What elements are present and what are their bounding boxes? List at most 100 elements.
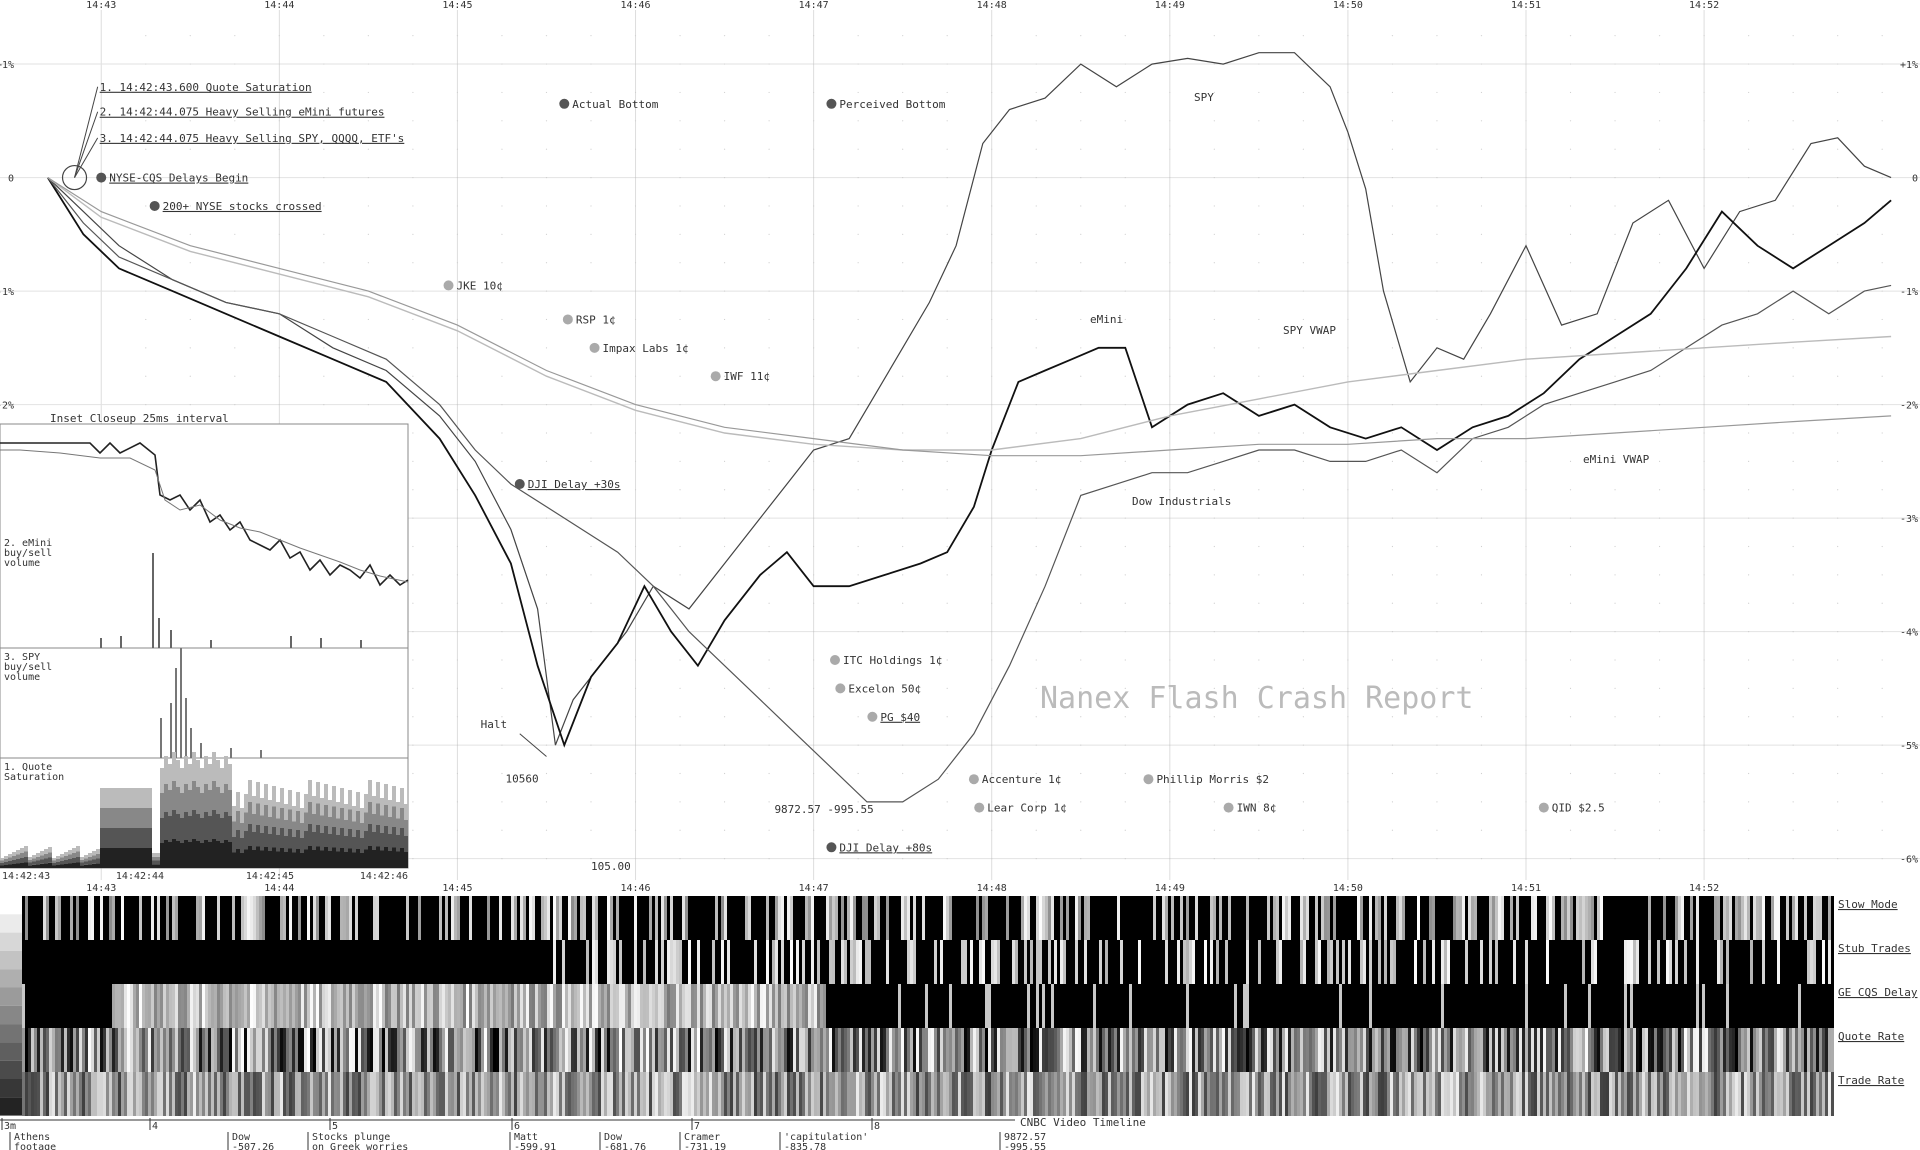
heatmap-cell — [466, 1072, 469, 1116]
inset-saturation-bar — [60, 857, 64, 861]
heatmap-cell — [1750, 1028, 1753, 1072]
grid-dot — [902, 63, 904, 65]
inset-saturation-bar — [284, 852, 288, 868]
heatmap-cell — [1528, 1028, 1531, 1072]
heatmap-cell — [397, 984, 400, 1028]
heatmap-cell — [232, 1072, 235, 1116]
inset-saturation-bar — [364, 812, 368, 831]
heatmap-cell — [1732, 1072, 1735, 1116]
heatmap-cell — [778, 1028, 781, 1072]
heatmap-cell — [1225, 1072, 1228, 1116]
heatmap-cell — [1723, 896, 1726, 940]
grid-dot — [1436, 772, 1438, 775]
inset-saturation-bar — [72, 858, 76, 863]
heatmap-cell — [91, 896, 94, 940]
grid-dot — [1436, 489, 1438, 491]
grid-dot — [1837, 347, 1839, 349]
grid-dot — [1213, 829, 1215, 831]
heatmap-cell — [544, 896, 547, 940]
grid-dot — [1347, 545, 1349, 548]
grid-dot — [1258, 602, 1260, 604]
heatmap-cell — [193, 1072, 196, 1116]
grid-dot — [1614, 63, 1616, 65]
heatmap-cell — [229, 1072, 232, 1116]
grid-dot — [1748, 91, 1750, 94]
heatmap-cell — [820, 984, 823, 1028]
heatmap-cell — [1801, 1028, 1804, 1072]
inset-saturation-bar — [16, 854, 20, 859]
heatmap-cell — [1180, 1028, 1183, 1072]
heatmap-cell — [1660, 1028, 1663, 1072]
heatmap-cell — [1291, 1072, 1294, 1116]
grid-dot — [1569, 631, 1572, 633]
marker-dot — [710, 371, 721, 382]
heatmap-cell — [319, 1028, 322, 1072]
heatmap-cell — [259, 1028, 262, 1072]
grid-dot — [723, 375, 726, 377]
grid-dot — [857, 545, 859, 548]
grid-dot — [590, 631, 592, 633]
heatmap-cell — [1024, 1072, 1027, 1116]
grid-dot — [1748, 318, 1750, 321]
heatmap-cell — [1765, 1072, 1768, 1116]
heatmap-cell — [1588, 984, 1591, 1028]
grid-dot — [1525, 233, 1527, 235]
heatmap-cell — [64, 1028, 67, 1072]
heatmap-cell — [1006, 1028, 1009, 1072]
heatmap-cell — [574, 1028, 577, 1072]
heatmap-cell — [742, 984, 745, 1028]
heatmap-cell — [922, 1072, 925, 1116]
grid-dot — [1169, 659, 1171, 661]
heatmap-cell — [499, 984, 502, 1028]
grid-dot — [1391, 659, 1394, 661]
heatmap-cell — [844, 940, 847, 984]
heatmap-cell — [226, 1072, 229, 1116]
grid-dot — [857, 517, 859, 519]
heatmap-cell — [661, 984, 664, 1028]
heatmap-cell — [625, 1072, 628, 1116]
heatmap-cell — [52, 1028, 55, 1072]
grid-dot — [857, 829, 859, 831]
grid-dot — [902, 148, 904, 150]
x-tick-label-bottom: 14:44 — [264, 883, 294, 894]
heatmap-cell — [790, 896, 793, 940]
inset-saturation-bar — [76, 846, 80, 852]
grid-dot — [1258, 687, 1260, 689]
heatmap-cell — [1501, 1072, 1504, 1116]
grid-dot — [1837, 262, 1839, 264]
grid-dot — [857, 631, 859, 633]
heatmap-cell — [460, 984, 463, 1028]
marker-label: Excelon 50¢ — [848, 682, 921, 695]
heatmap-cell — [874, 1028, 877, 1072]
heatmap-cell — [526, 1028, 529, 1072]
inset-saturation-bar — [296, 849, 300, 868]
heatmap-cell — [1561, 1028, 1564, 1072]
heatmap-cell — [1315, 896, 1318, 940]
heatmap-cell — [247, 984, 250, 1028]
heatmap-cell — [1117, 1072, 1120, 1116]
grid-dot — [1080, 744, 1082, 746]
grid-dot — [1703, 631, 1705, 633]
grid-dot — [946, 120, 948, 122]
heatmap-cell — [163, 984, 166, 1028]
inset-saturation-bar — [24, 851, 28, 857]
grid-dot — [1748, 716, 1750, 718]
heatmap-cell — [1261, 1028, 1264, 1072]
heatmap-cell — [1231, 1028, 1234, 1072]
heatmap-cell — [499, 1028, 502, 1072]
heatmap-cell — [1132, 1072, 1135, 1116]
grid-dot — [590, 91, 592, 94]
heatmap-cell — [607, 896, 610, 940]
heatmap-cell — [859, 1028, 862, 1072]
heatmap-cell — [670, 1072, 673, 1116]
grid-dot — [412, 659, 414, 661]
heatmap-cell — [721, 896, 724, 940]
heatmap-cell — [700, 984, 703, 1028]
heatmap-cell — [883, 1072, 886, 1116]
heatmap-cell — [136, 1072, 139, 1116]
heatmap-cell — [760, 1028, 763, 1072]
inset-saturation-bar — [44, 849, 48, 854]
heatmap-cell — [568, 896, 571, 940]
heatmap-cell — [1828, 940, 1831, 984]
